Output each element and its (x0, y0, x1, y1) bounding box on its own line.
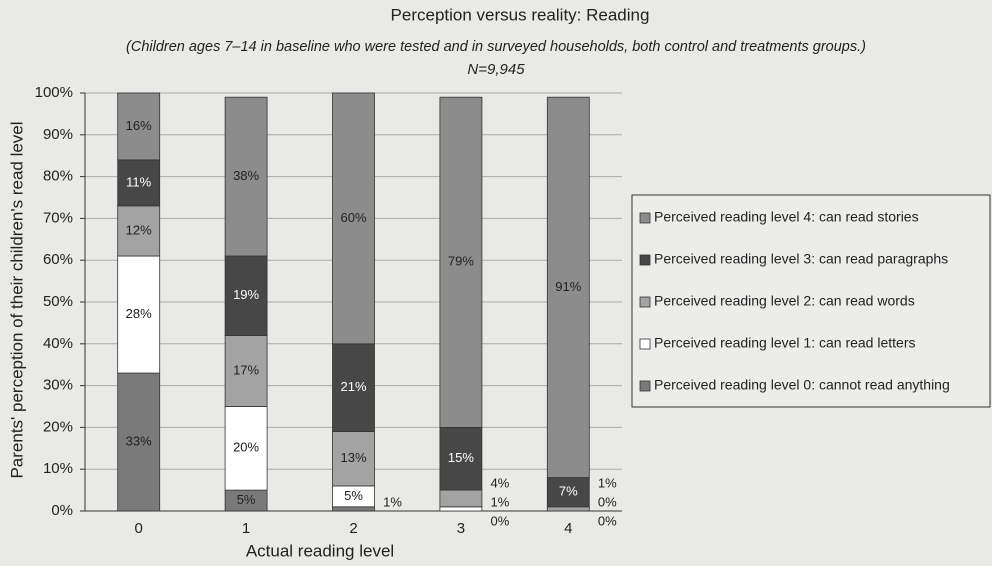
bar-segment (117, 92, 161, 161)
data-label: 12% (126, 222, 152, 237)
legend-label: Perceived reading level 4: can read stor… (654, 209, 919, 225)
x-tick-label: 3 (457, 520, 465, 537)
data-label: 1% (383, 494, 402, 509)
data-label: 19% (233, 287, 259, 302)
legend-swatch (639, 254, 651, 266)
legend-swatch (639, 338, 651, 350)
chart-note: N=9,945 (467, 61, 525, 78)
y-tick-label: 50% (43, 293, 73, 310)
y-axis-label: Parents' perception of their children's … (7, 121, 26, 478)
data-label: 33% (126, 433, 152, 448)
data-label: 0% (598, 494, 617, 509)
bar-segment (332, 343, 375, 432)
y-tick-label: 40% (43, 335, 73, 352)
data-label: 15% (448, 450, 474, 465)
data-label: 0% (491, 513, 510, 528)
data-label: 11% (126, 174, 151, 189)
bar-segment (546, 477, 590, 508)
bar-segment (117, 372, 161, 512)
data-label: 28% (126, 306, 152, 321)
bar-segment (224, 255, 268, 336)
bar-segment (439, 506, 483, 512)
data-label: 5% (237, 492, 256, 507)
bar-segment (546, 96, 590, 478)
bar-segment (332, 92, 375, 345)
x-tick-label: 4 (564, 520, 572, 537)
y-tick-label: 70% (43, 209, 73, 226)
bar-segment (332, 431, 375, 487)
legend-swatch (639, 296, 651, 308)
bar-segment (224, 96, 268, 257)
data-label: 16% (126, 118, 152, 133)
data-label: 38% (233, 168, 259, 183)
legend-box (631, 194, 991, 408)
y-tick-label: 30% (43, 377, 73, 394)
bar-segment (439, 426, 483, 491)
chart-title: Perception versus reality: Reading (391, 5, 650, 24)
data-label: 79% (448, 254, 474, 269)
y-tick-label: 100% (35, 84, 73, 101)
data-label: 0% (598, 513, 617, 528)
bar-segment (439, 489, 483, 508)
y-tick-label: 0% (51, 502, 73, 519)
data-label: 17% (233, 362, 259, 377)
legend-label: Perceived reading level 1: can read lett… (654, 335, 915, 351)
x-tick-label: 0 (135, 520, 143, 537)
legend-label: Perceived reading level 3: can read para… (654, 251, 948, 267)
x-axis-label: Actual reading level (246, 541, 394, 560)
y-tick-label: 90% (43, 126, 73, 143)
bar-segment (546, 506, 590, 512)
x-tick-label: 2 (349, 520, 357, 537)
x-tick-label: 1 (242, 520, 250, 537)
y-tick-label: 20% (43, 418, 73, 435)
data-label: 20% (233, 440, 259, 455)
data-label: 1% (598, 475, 617, 490)
bar-segment (224, 335, 268, 407)
data-label: 5% (344, 488, 363, 503)
bar-segment (439, 96, 483, 428)
data-label: 91% (555, 279, 581, 294)
y-tick-label: 60% (43, 251, 73, 268)
legend-swatch (639, 212, 651, 224)
data-label: 21% (340, 379, 366, 394)
data-label: 1% (491, 494, 510, 509)
legend-label: Perceived reading level 2: can read word… (654, 293, 915, 309)
legend-label: Perceived reading level 0: cannot read a… (654, 377, 950, 393)
y-tick-label: 10% (43, 460, 73, 477)
legend-swatch (639, 380, 651, 392)
chart-subtitle: (Children ages 7–14 in baseline who were… (126, 39, 866, 55)
bar-segment (224, 406, 268, 491)
y-tick-label: 80% (43, 168, 73, 185)
data-label: 13% (340, 450, 366, 465)
bar-segment (332, 506, 375, 512)
data-label: 4% (491, 475, 510, 490)
data-label: 7% (559, 484, 578, 499)
data-label: 60% (340, 210, 366, 225)
